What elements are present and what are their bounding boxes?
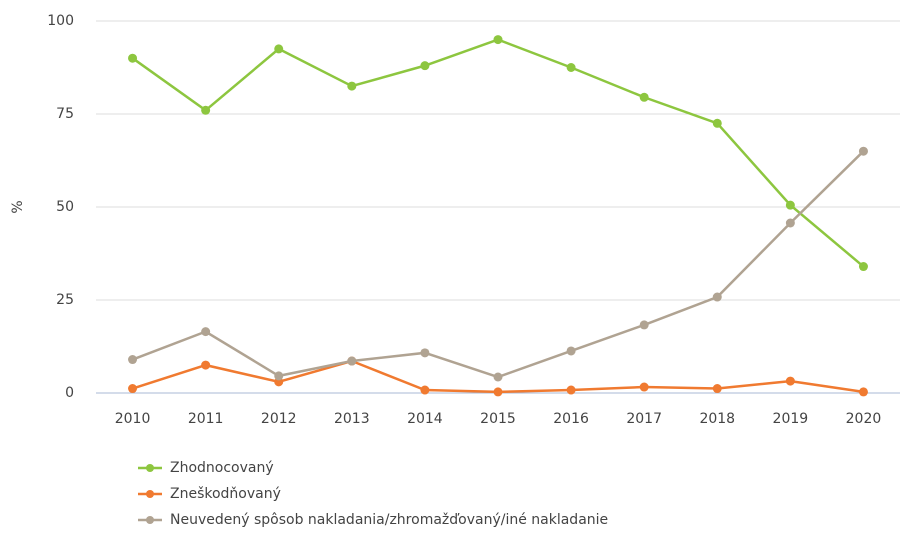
data-point	[639, 382, 649, 392]
x-tick-label: 2016	[553, 411, 589, 427]
legend-marker	[146, 464, 154, 472]
data-point	[128, 53, 138, 63]
data-point	[785, 218, 795, 228]
legend-label: Zneškodňovaný	[170, 486, 281, 502]
data-point	[493, 387, 503, 397]
legend-marker	[146, 490, 154, 498]
data-point	[712, 118, 722, 128]
data-point	[347, 356, 357, 366]
y-tick-label: 50	[56, 199, 74, 215]
data-point	[493, 35, 503, 45]
data-point	[639, 92, 649, 102]
data-point	[420, 385, 430, 395]
data-point	[566, 63, 576, 72]
data-point	[858, 262, 868, 272]
data-point	[420, 61, 430, 71]
y-tick-label: 100	[47, 13, 74, 29]
x-tick-label: 2010	[115, 411, 151, 427]
x-tick-label: 2019	[773, 411, 809, 427]
y-tick-label: 25	[56, 292, 74, 308]
data-point	[347, 81, 357, 91]
data-point	[712, 292, 722, 302]
series-line	[131, 38, 865, 268]
legend-label: Neuvedený spôsob nakladania/zhromažďovan…	[170, 512, 608, 528]
legend-label: Zhodnocovaný	[170, 460, 274, 476]
x-tick-label: 2011	[188, 411, 224, 427]
data-point	[274, 44, 284, 54]
x-tick-label: 2015	[480, 411, 516, 427]
data-point	[858, 387, 868, 397]
data-point	[785, 200, 795, 210]
series-line	[132, 150, 865, 379]
data-point	[128, 355, 138, 365]
x-tick-label: 2017	[626, 411, 662, 427]
data-point	[712, 384, 722, 394]
data-point	[566, 346, 576, 356]
x-tick-label: 2020	[846, 411, 882, 427]
y-axis-label: %	[10, 200, 26, 213]
x-tick-label: 2012	[261, 411, 297, 427]
data-point	[201, 105, 211, 115]
data-point	[201, 360, 211, 370]
data-point	[128, 384, 138, 394]
data-point	[420, 348, 430, 358]
y-tick-label: 0	[65, 385, 74, 401]
y-tick-label: 75	[56, 106, 74, 122]
data-point	[566, 385, 576, 395]
x-tick-label: 2013	[334, 411, 370, 427]
data-point	[493, 372, 503, 382]
data-point	[201, 327, 211, 337]
x-tick-label: 2014	[407, 411, 443, 427]
data-point	[274, 371, 284, 381]
data-point	[858, 146, 868, 156]
x-tick-label: 2018	[699, 411, 735, 427]
legend-marker	[146, 516, 154, 524]
data-point	[785, 376, 795, 386]
data-point	[639, 320, 649, 330]
